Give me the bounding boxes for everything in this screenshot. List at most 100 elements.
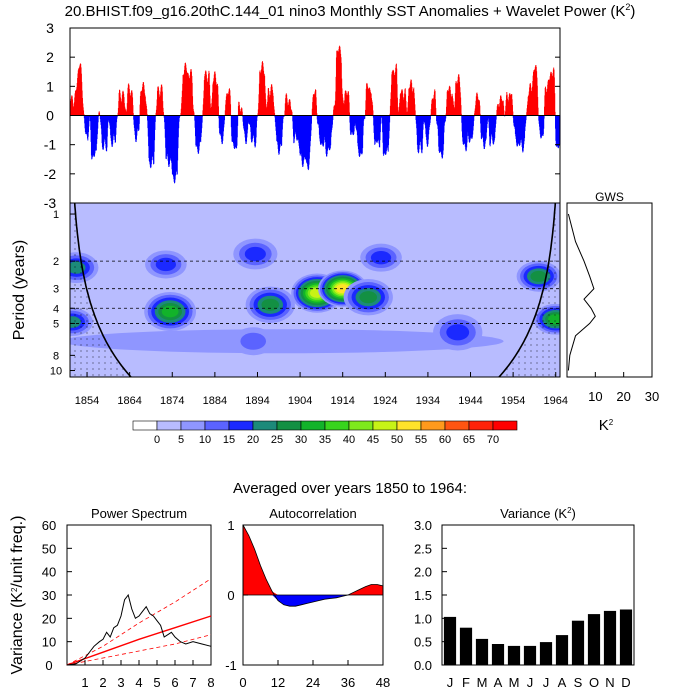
colorbar-swatch [492, 420, 518, 431]
wavelet-contour [370, 250, 392, 265]
anomaly-bar [230, 104, 232, 116]
anomaly-bar [512, 111, 514, 116]
wavelet-ytick-label: 4 [53, 303, 59, 315]
colorbar-swatch [444, 420, 470, 431]
colorbar-swatch [204, 420, 230, 431]
anomaly-bar [282, 115, 284, 119]
anomaly-bar [283, 115, 285, 117]
variance-panel: Variance (K2)J F M A M J J A S O N D0.00.51.01.52.0… [414, 506, 635, 690]
anomaly-bar [414, 110, 416, 116]
wavelet-contour [240, 332, 267, 350]
anomaly-bar [132, 113, 134, 116]
anomaly-bar [537, 107, 539, 116]
colorbar-swatch [252, 420, 278, 431]
variance-ytick-label: 0.5 [414, 635, 432, 650]
subtitle: Averaged over years 1850 to 1964: [232, 480, 468, 497]
anomaly-bar [154, 115, 156, 130]
wavelet-xtick-label: 1884 [203, 395, 227, 407]
variance-bar [619, 609, 633, 665]
variance-xtick-label: J [543, 675, 550, 690]
anomaly-bar [348, 102, 350, 116]
anomaly-bar [435, 107, 437, 116]
red-noise-mean-line [66, 615, 212, 666]
variance-bar [443, 616, 457, 665]
anomaly-bar [273, 109, 275, 116]
autocorrelation-negative-area [243, 595, 383, 607]
variance-xtick-label: M [477, 675, 488, 690]
colorbar-label: 0 [154, 434, 160, 446]
anomaly-bar [218, 106, 219, 116]
colorbar-swatch [468, 420, 494, 431]
variance-xtick-label: J [447, 675, 454, 690]
anomaly-bar [282, 115, 284, 124]
anomaly-bar [88, 115, 90, 121]
anomaly-bar [512, 105, 513, 116]
anomaly-bar [349, 112, 350, 116]
anomaly-bar [256, 115, 258, 121]
anomaly-bar [503, 114, 505, 116]
anomaly-bar [256, 115, 258, 118]
variance-bar [587, 614, 601, 665]
anomaly-bar [99, 112, 101, 116]
variance-bar [523, 645, 537, 665]
wavelet-field [70, 203, 560, 377]
anomaly-bar [479, 105, 481, 116]
power-spectrum-frame [66, 524, 212, 666]
anomaly-bar [138, 115, 140, 124]
anomaly-bar [116, 115, 118, 119]
anomaly-bar [178, 115, 180, 129]
anomaly-bar [537, 96, 539, 116]
colorbar-label: 15 [223, 434, 235, 446]
gws-xlabel: K2 [599, 417, 614, 434]
anomaly-bar [163, 112, 164, 116]
anomaly-ytick-label: -2 [44, 166, 57, 182]
anomaly-bar [460, 105, 462, 116]
variance-bar [571, 620, 585, 665]
colorbar-label: 55 [415, 434, 427, 446]
variance-ytick-label: 2.5 [414, 541, 432, 556]
spectrum-xtick-label: 2 [99, 675, 106, 690]
wavelet-panel: 1 2 3 4 5 8 10 1854 1864 1874 1884 1894 1904 1914 1924… [11, 202, 568, 407]
power-spectrum-panel: Power Spectrum 0 10 20 30 40 50 60 1 2 3 4 5 6 7 8 Varia… [9, 506, 215, 690]
variance-title: Variance (K2) [500, 506, 576, 521]
anomaly-bar [132, 105, 134, 116]
anomaly-bar [389, 115, 391, 123]
spectrum-ytick-label: 60 [42, 518, 56, 533]
anomaly-bar [372, 105, 374, 116]
colorbar-label: 5 [178, 434, 184, 446]
wavelet-contour [155, 257, 177, 272]
anomaly-bar [435, 99, 436, 116]
anomaly-ytick-label: 2 [46, 49, 54, 65]
wavelet-xtick-label: 1964 [543, 395, 567, 407]
gws-xtick-label: 20 [616, 389, 630, 404]
gws-xtick-label: 30 [645, 389, 659, 404]
wavelet-contour [244, 246, 266, 262]
anomaly-bar [316, 105, 317, 116]
wavelet-xtick-label: 1954 [501, 395, 525, 407]
anomaly-bar [116, 115, 118, 123]
anomaly-bar [372, 110, 374, 116]
anomaly-ytick-label: -1 [44, 137, 57, 153]
colorbar-label: 20 [247, 434, 259, 446]
anomaly-bar [414, 104, 416, 116]
anomaly-bar [332, 115, 333, 125]
wavelet-xtick-label: 1854 [75, 395, 99, 407]
wavelet-ytick-label: 1 [53, 209, 59, 221]
wavelet-xtick-label: 1864 [117, 395, 141, 407]
colorbar-label: 25 [271, 434, 283, 446]
acf-ytick-label: 0 [227, 588, 234, 603]
gws-line [567, 213, 596, 371]
colorbar-swatch [324, 420, 350, 431]
anomaly-bar [362, 115, 364, 126]
variance-ytick-label: 0.0 [414, 658, 432, 673]
wavelet-xtick-label: 1874 [160, 395, 184, 407]
wavelet-ytick-label: 2 [53, 256, 59, 268]
colorbar-swatch [156, 420, 182, 431]
anomaly-bar [146, 113, 148, 116]
variance-ytick-label: 1.5 [414, 588, 432, 603]
colorbar-label: 10 [199, 434, 211, 446]
autocorrelation-title: Autocorrelation [269, 506, 356, 521]
spectrum-ytick-label: 0 [45, 658, 52, 673]
